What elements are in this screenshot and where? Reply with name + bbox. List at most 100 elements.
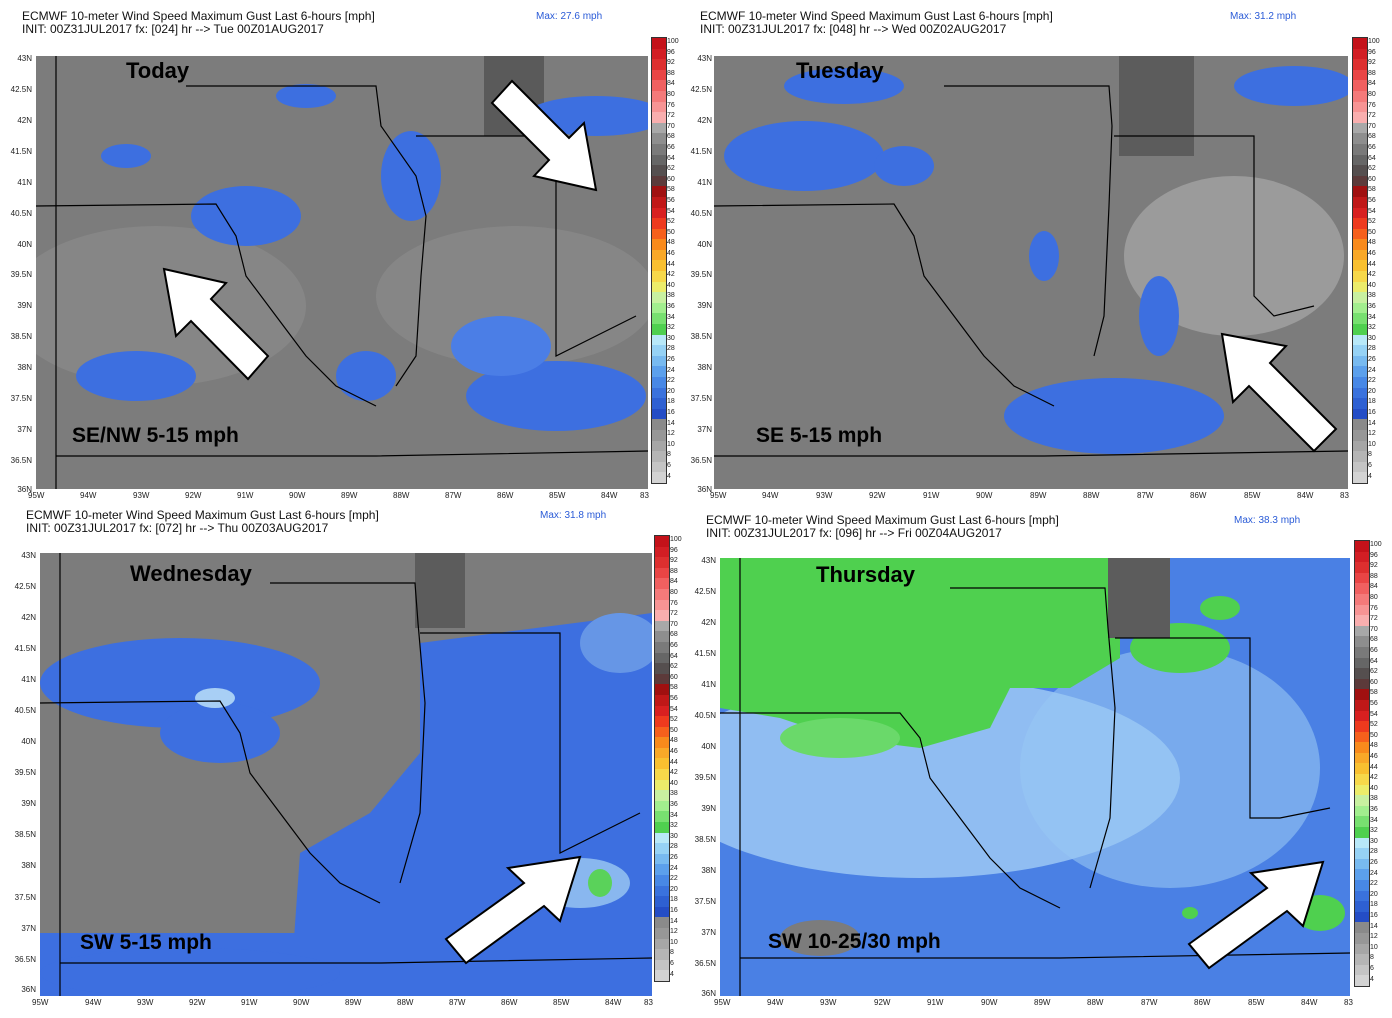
colorbar-swatch (652, 175, 666, 187)
colorbar-tick-label: 100 (670, 536, 682, 543)
colorbar-swatch (1355, 657, 1369, 669)
colorbar-swatch (1353, 260, 1367, 272)
colorbar-swatch (655, 938, 669, 950)
colorbar-swatch (1353, 133, 1367, 144)
colorbar-tick-label: 96 (667, 48, 675, 56)
colorbar-tick-label: 50 (670, 726, 678, 734)
colorbar-tick-label: 26 (1370, 859, 1378, 866)
map-area: Tuesday SE 5-15 mph (714, 56, 1348, 489)
colorbar-swatch (652, 143, 666, 155)
colorbar-swatch (1355, 646, 1369, 658)
day-label: Wednesday (130, 561, 252, 586)
colorbar-tick-label: 36 (1370, 806, 1378, 813)
colorbar-swatch (1355, 911, 1369, 923)
colorbar-swatch (1355, 604, 1369, 616)
colorbar-tick-label: 8 (670, 949, 674, 957)
colorbar-tick-label: 50 (1368, 228, 1376, 236)
colorbar-swatch (1353, 101, 1367, 113)
panel-max: Max: 38.3 mph (1234, 515, 1301, 526)
colorbar-tick-label: 44 (667, 260, 675, 268)
colorbar-swatch (1353, 292, 1367, 303)
colorbar (651, 37, 667, 484)
colorbar-tick-label: 88 (667, 69, 675, 77)
colorbar-tick-label: 26 (667, 356, 675, 363)
colorbar-swatch (655, 822, 669, 833)
colorbar-swatch (655, 610, 669, 621)
colorbar-swatch (1355, 572, 1369, 584)
colorbar-tick-label: 4 (670, 970, 674, 978)
colorbar-tick-label: 24 (1368, 366, 1376, 374)
colorbar-tick-label: 56 (1370, 700, 1378, 707)
colorbar-swatch (655, 557, 669, 568)
colorbar-tick-label: 96 (1370, 551, 1378, 559)
colorbar-swatch (655, 663, 669, 674)
colorbar-tick-label: 54 (1370, 710, 1378, 718)
colorbar-tick-label: 34 (667, 313, 675, 321)
colorbar-swatch (652, 451, 666, 462)
colorbar-tick-label: 76 (1368, 101, 1376, 109)
colorbar-tick-label: 38 (667, 292, 675, 300)
colorbar-swatch (1353, 302, 1367, 314)
colorbar-tick-label: 72 (670, 610, 678, 618)
colorbar-swatch (652, 429, 666, 441)
colorbar-swatch (1353, 398, 1367, 409)
colorbar-swatch (1355, 943, 1369, 955)
map-area: Wednesday SW 5-15 mph (40, 553, 652, 996)
colorbar-swatch (655, 567, 669, 579)
colorbar-tick-label: 66 (1370, 647, 1378, 654)
colorbar-swatch (1353, 387, 1367, 399)
colorbar-tick-label: 22 (667, 377, 675, 385)
colorbar-swatch (1355, 752, 1369, 764)
wind-label: SW 10-25/30 mph (768, 930, 941, 953)
wind-gust-map (36, 56, 648, 489)
colorbar-swatch (1353, 196, 1367, 208)
colorbar-tick-label: 10 (667, 440, 675, 448)
colorbar-tick-label: 60 (1368, 175, 1376, 183)
colorbar-swatch (1353, 334, 1367, 346)
colorbar-swatch (652, 154, 666, 166)
colorbar-tick-label: 16 (1368, 409, 1376, 416)
colorbar-swatch (652, 461, 666, 473)
colorbar-swatch (1355, 562, 1369, 573)
colorbar-tick-label: 58 (670, 684, 678, 692)
colorbar-tick-label: 38 (670, 790, 678, 798)
colorbar-swatch (1355, 742, 1369, 753)
colorbar-swatch (652, 207, 666, 219)
colorbar-swatch (1355, 636, 1369, 647)
colorbar-swatch (655, 673, 669, 685)
colorbar-tick-label: 12 (1368, 430, 1376, 438)
colorbar-tick-label: 48 (670, 737, 678, 745)
colorbar-tick-label: 58 (1368, 186, 1376, 194)
panel-init: INIT: 00Z31JUL2017 fx: [024] hr --> Tue … (22, 22, 324, 36)
colorbar-tick-label: 84 (670, 578, 678, 586)
colorbar-swatch (652, 80, 666, 91)
colorbar-tick-label: 64 (1370, 657, 1378, 665)
colorbar-swatch (655, 747, 669, 759)
colorbar-swatch (652, 59, 666, 70)
colorbar-swatch (1353, 112, 1367, 123)
colorbar-tick-label: 60 (1370, 678, 1378, 686)
day-label: Thursday (816, 562, 916, 587)
colorbar-tick-label: 32 (670, 822, 678, 830)
colorbar-swatch (1353, 377, 1367, 388)
colorbar-swatch (1353, 366, 1367, 377)
colorbar-swatch (1355, 827, 1369, 838)
colorbar-swatch (655, 737, 669, 748)
colorbar-tick-label: 88 (1368, 69, 1376, 77)
colorbar-tick-label: 72 (1370, 615, 1378, 623)
colorbar-tick-label: 20 (1368, 387, 1376, 395)
colorbar-tick-label: 20 (1370, 890, 1378, 898)
colorbar-swatch (1355, 710, 1369, 722)
colorbar-tick-label: 96 (1368, 48, 1376, 56)
colorbar-swatch (1355, 541, 1369, 552)
colorbar-swatch (652, 122, 666, 134)
colorbar-tick-label: 76 (670, 599, 678, 607)
colorbar-tick-label: 18 (1368, 398, 1376, 406)
colorbar-swatch (655, 769, 669, 780)
colorbar-tick-label: 84 (667, 80, 675, 88)
colorbar-tick-label: 32 (667, 324, 675, 332)
colorbar-swatch (1355, 763, 1369, 775)
colorbar-tick-label: 28 (1368, 345, 1376, 353)
colorbar-tick-label: 60 (667, 175, 675, 183)
colorbar-swatch (655, 652, 669, 664)
